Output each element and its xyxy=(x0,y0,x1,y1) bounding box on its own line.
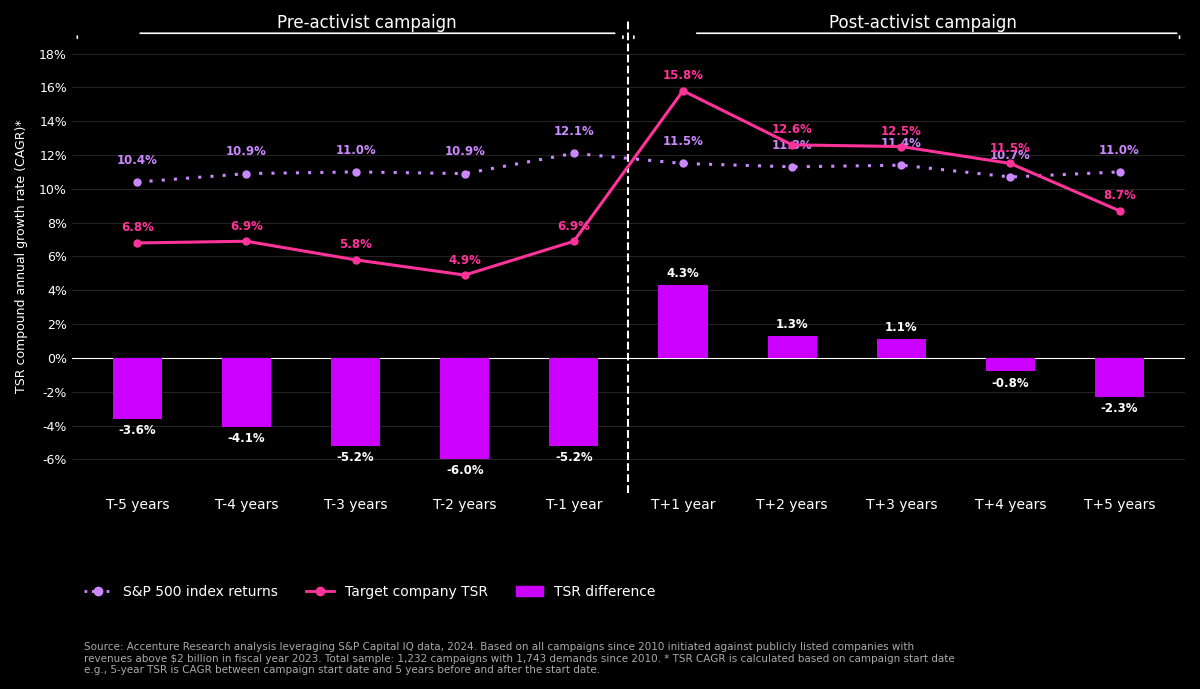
Text: 10.9%: 10.9% xyxy=(226,145,266,158)
Text: 6.9%: 6.9% xyxy=(558,220,590,233)
Text: 10.4%: 10.4% xyxy=(116,154,157,167)
Text: 11.0%: 11.0% xyxy=(335,144,376,156)
Text: -5.2%: -5.2% xyxy=(337,451,374,464)
Text: -4.1%: -4.1% xyxy=(228,432,265,445)
Text: 11.0%: 11.0% xyxy=(1099,144,1140,156)
Text: 12.5%: 12.5% xyxy=(881,125,922,138)
Text: 4.9%: 4.9% xyxy=(449,254,481,267)
Bar xyxy=(550,358,599,446)
Text: 10.9%: 10.9% xyxy=(444,145,485,158)
Text: Source: Accenture Research analysis leveraging S&P Capital IQ data, 2024. Based : Source: Accenture Research analysis leve… xyxy=(84,642,955,675)
Text: Pre-activist campaign: Pre-activist campaign xyxy=(277,14,456,32)
Bar xyxy=(986,358,1034,371)
Bar xyxy=(440,358,490,460)
Bar xyxy=(331,358,380,446)
Text: 1.1%: 1.1% xyxy=(884,321,918,334)
Text: 11.4%: 11.4% xyxy=(881,137,922,150)
Text: 11.5%: 11.5% xyxy=(662,135,703,148)
Bar xyxy=(877,339,926,358)
Text: -0.8%: -0.8% xyxy=(991,376,1030,389)
Text: 6.9%: 6.9% xyxy=(230,220,263,233)
Legend: S&P 500 index returns, Target company TSR, TSR difference: S&P 500 index returns, Target company TS… xyxy=(79,579,661,605)
Text: -3.6%: -3.6% xyxy=(119,424,156,437)
Text: 5.8%: 5.8% xyxy=(340,238,372,251)
Text: 12.1%: 12.1% xyxy=(553,125,594,138)
Text: 1.3%: 1.3% xyxy=(776,318,809,331)
Bar xyxy=(113,358,162,419)
Text: 10.7%: 10.7% xyxy=(990,149,1031,162)
Text: -5.2%: -5.2% xyxy=(556,451,593,464)
Text: 4.3%: 4.3% xyxy=(667,267,700,280)
Text: 6.8%: 6.8% xyxy=(121,221,154,234)
Text: -2.3%: -2.3% xyxy=(1100,402,1139,415)
Text: Post-activist campaign: Post-activist campaign xyxy=(829,14,1018,32)
Y-axis label: TSR compound annual growth rate (CAGR)*: TSR compound annual growth rate (CAGR)* xyxy=(16,120,28,393)
Text: 11.5%: 11.5% xyxy=(990,142,1031,155)
Bar xyxy=(222,358,271,427)
Text: 15.8%: 15.8% xyxy=(662,70,703,82)
Text: 8.7%: 8.7% xyxy=(1103,189,1136,203)
Bar xyxy=(768,336,817,358)
Bar xyxy=(659,285,708,358)
Text: -6.0%: -6.0% xyxy=(446,464,484,477)
Text: 11.3%: 11.3% xyxy=(772,138,812,152)
Bar xyxy=(1094,358,1144,397)
Text: 12.6%: 12.6% xyxy=(772,123,812,136)
